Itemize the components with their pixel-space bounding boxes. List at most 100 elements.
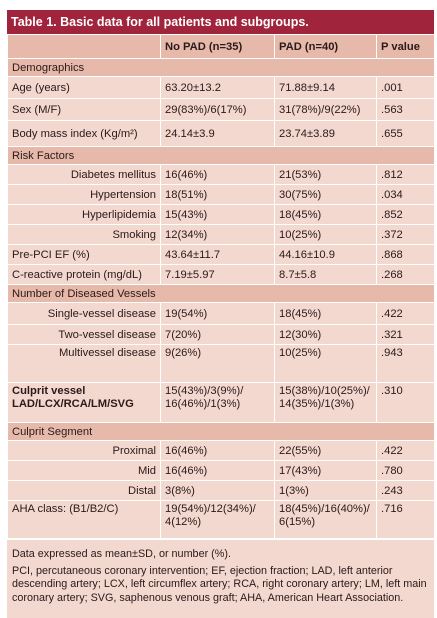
- no-pad-value: 18(51%): [160, 184, 275, 205]
- table-row: Pre-PCI EF (%) 43.64±11.7 44.16±10.9 .86…: [7, 244, 435, 265]
- no-pad-value: 7.19±5.97: [160, 264, 275, 285]
- row-label: Pre-PCI EF (%): [7, 244, 161, 265]
- pad-value: 23.74±3.89: [274, 120, 377, 147]
- p-value: .310: [376, 382, 435, 423]
- data-table-container: Table 1. Basic data for all patients and…: [7, 10, 435, 618]
- table-title: Table 1. Basic data for all patients and…: [7, 10, 434, 34]
- p-value: .422: [376, 302, 435, 325]
- row-label: Smoking: [7, 224, 161, 245]
- table-row: AHA class: (B1/B2/C) 19(54%)/12(34%)/ 4(…: [7, 500, 435, 539]
- pad-value: 31(78%)/9(22%): [274, 98, 377, 121]
- row-label: Hyperlipidemia: [7, 204, 161, 225]
- table-row: Diabetes mellitus 16(46%) 21(53%) .812: [7, 164, 435, 185]
- pad-value: 17(43%): [274, 460, 377, 481]
- row-label: Single-vessel disease: [7, 302, 161, 325]
- table-row: Single-vessel disease 19(54%) 18(45%) .4…: [7, 302, 435, 325]
- p-value: .716: [376, 500, 435, 539]
- table-row: Hyperlipidemia 15(43%) 18(45%) .852: [7, 204, 435, 225]
- table-row: Hypertension 18(51%) 30(75%) .034: [7, 184, 435, 205]
- row-label: C-reactive protein (mg/dL): [7, 264, 161, 285]
- pad-value: 18(45%)/16(40%)/ 6(15%): [274, 500, 377, 539]
- table-row: Mid 16(46%) 17(43%) .780: [7, 460, 435, 481]
- p-value: .852: [376, 204, 435, 225]
- pad-value: 8.7±5.8: [274, 264, 377, 285]
- no-pad-value: 19(54%)/12(34%)/ 4(12%): [160, 500, 275, 539]
- footnote-data-note: Data expressed as mean±SD, or number (%)…: [12, 548, 231, 560]
- p-value: .034: [376, 184, 435, 205]
- section-risk-factors: Risk Factors: [7, 146, 435, 165]
- header-label-col: [7, 34, 161, 59]
- row-label: Culprit vessel LAD/LCX/RCA/LM/SVG: [7, 382, 161, 423]
- row-label: AHA class: (B1/B2/C): [7, 500, 161, 539]
- p-value: .943: [376, 344, 435, 383]
- no-pad-value: 9(26%): [160, 344, 275, 383]
- no-pad-value: 16(46%): [160, 164, 275, 185]
- pad-value: 1(3%): [274, 480, 377, 501]
- row-label: Mid: [7, 460, 161, 481]
- row-label: Age (years): [7, 76, 161, 99]
- section-demographics: Demographics: [7, 58, 435, 77]
- section-culprit-segment: Culprit Segment: [7, 422, 435, 441]
- table-row: Age (years) 63.20±13.2 71.88±9.14 .001: [7, 76, 435, 99]
- p-value: .655: [376, 120, 435, 147]
- patient-data-table: No PAD (n=35) PAD (n=40) P value Demogra…: [7, 34, 435, 539]
- header-pad: PAD (n=40): [274, 34, 377, 59]
- p-value: .868: [376, 244, 435, 265]
- footnote-abbreviations: PCI, percutaneous coronary intervention;…: [12, 564, 427, 604]
- pad-value: 10(25%): [274, 224, 377, 245]
- table-row: Smoking 12(34%) 10(25%) .372: [7, 224, 435, 245]
- p-value: .321: [376, 324, 435, 345]
- table-row: Body mass index (Kg/m²) 24.14±3.9 23.74±…: [7, 120, 435, 147]
- no-pad-value: 7(20%): [160, 324, 275, 345]
- p-value: .372: [376, 224, 435, 245]
- pad-value: 71.88±9.14: [274, 76, 377, 99]
- header-row: No PAD (n=35) PAD (n=40) P value: [7, 34, 435, 59]
- pad-value: 12(30%): [274, 324, 377, 345]
- section-diseased-vessels: Number of Diseased Vessels: [7, 284, 435, 303]
- table-row: Proximal 16(46%) 22(55%) .422: [7, 440, 435, 461]
- row-label: Distal: [7, 480, 161, 501]
- no-pad-value: 3(8%): [160, 480, 275, 501]
- no-pad-value: 15(43%): [160, 204, 275, 225]
- table-row: Culprit vessel LAD/LCX/RCA/LM/SVG 15(43%…: [7, 382, 435, 423]
- table-row: C-reactive protein (mg/dL) 7.19±5.97 8.7…: [7, 264, 435, 285]
- header-p-value: P value: [376, 34, 435, 59]
- pad-value: 18(45%): [274, 302, 377, 325]
- no-pad-value: 19(54%): [160, 302, 275, 325]
- table-row: Distal 3(8%) 1(3%) .243: [7, 480, 435, 501]
- no-pad-value: 43.64±11.7: [160, 244, 275, 265]
- p-value: .243: [376, 480, 435, 501]
- p-value: .001: [376, 76, 435, 99]
- p-value: .780: [376, 460, 435, 481]
- pad-value: 21(53%): [274, 164, 377, 185]
- header-no-pad: No PAD (n=35): [160, 34, 275, 59]
- row-label: Proximal: [7, 440, 161, 461]
- no-pad-value: 12(34%): [160, 224, 275, 245]
- no-pad-value: 63.20±13.2: [160, 76, 275, 99]
- table-footnote: Data expressed as mean±SD, or number (%)…: [7, 539, 434, 618]
- p-value: .812: [376, 164, 435, 185]
- table-row: Two-vessel disease 7(20%) 12(30%) .321: [7, 324, 435, 345]
- pad-value: 30(75%): [274, 184, 377, 205]
- pad-value: 44.16±10.9: [274, 244, 377, 265]
- no-pad-value: 16(46%): [160, 460, 275, 481]
- pad-value: 15(38%)/10(25%)/ 14(35%)/1(3%): [274, 382, 377, 423]
- table-row: Multivessel disease 9(26%) 10(25%) .943: [7, 344, 435, 383]
- row-label: Multivessel disease: [7, 344, 161, 383]
- row-label: Hypertension: [7, 184, 161, 205]
- p-value: .268: [376, 264, 435, 285]
- row-label: Body mass index (Kg/m²): [7, 120, 161, 147]
- pad-value: 22(55%): [274, 440, 377, 461]
- row-label: Diabetes mellitus: [7, 164, 161, 185]
- row-label: Sex (M/F): [7, 98, 161, 121]
- no-pad-value: 16(46%): [160, 440, 275, 461]
- table-row: Sex (M/F) 29(83%)/6(17%) 31(78%)/9(22%) …: [7, 98, 435, 121]
- p-value: .422: [376, 440, 435, 461]
- pad-value: 18(45%): [274, 204, 377, 225]
- no-pad-value: 29(83%)/6(17%): [160, 98, 275, 121]
- no-pad-value: 24.14±3.9: [160, 120, 275, 147]
- p-value: .563: [376, 98, 435, 121]
- row-label: Two-vessel disease: [7, 324, 161, 345]
- no-pad-value: 15(43%)/3(9%)/ 16(46%)/1(3%): [160, 382, 275, 423]
- pad-value: 10(25%): [274, 344, 377, 383]
